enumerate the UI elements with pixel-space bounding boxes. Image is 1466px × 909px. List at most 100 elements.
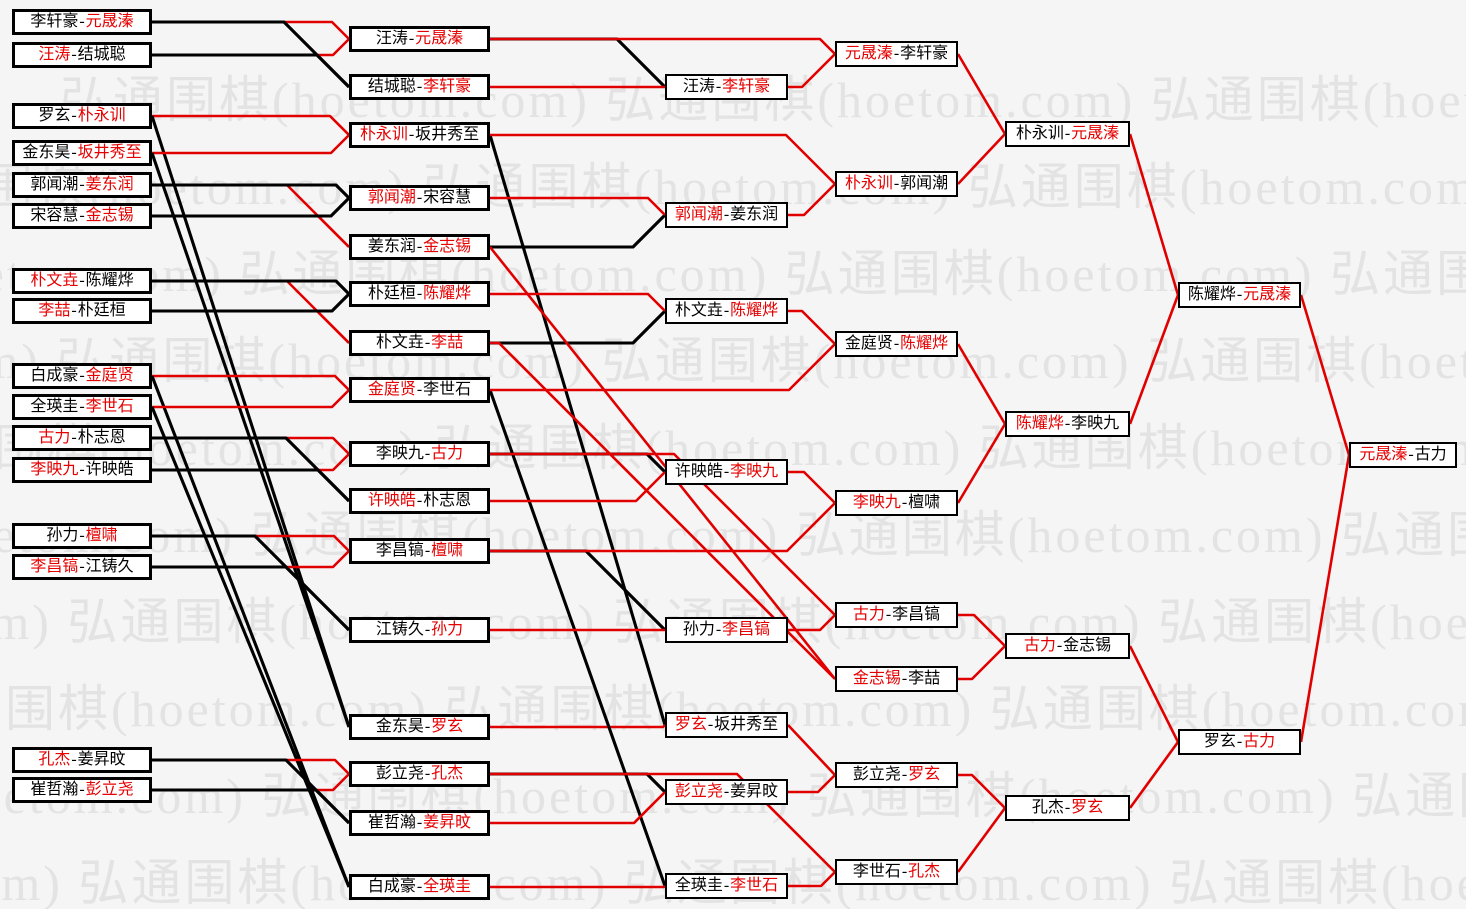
match-box-group-round-2: 金庭贤 - 李世石: [349, 377, 490, 403]
vs-dash: -: [715, 78, 722, 95]
winner-path-line: [152, 134, 350, 155]
match-box-semifinal: 罗玄 - 古力: [1178, 729, 1301, 755]
loser-path-line: [152, 534, 351, 632]
match-box-semifinal: 陈耀烨 - 元晟溱: [1178, 282, 1301, 308]
vs-dash: -: [1236, 286, 1243, 303]
vs-dash: -: [71, 429, 77, 446]
player-name-right: 檀啸: [431, 542, 464, 559]
player-name-right: 古力: [431, 445, 464, 462]
vs-dash: -: [424, 334, 431, 351]
winner-path-line: [490, 133, 836, 185]
vs-dash: -: [416, 238, 423, 255]
player-name-left: 朴文垚: [30, 272, 79, 289]
player-name-right: 金志锡: [85, 207, 134, 224]
player-name-right: 李映九: [730, 463, 779, 480]
winner-path-line: [956, 807, 1007, 873]
player-name-right: 李喆: [431, 334, 464, 351]
player-name-right: 坂井秀至: [714, 716, 779, 733]
vs-dash: -: [79, 176, 85, 193]
vs-dash: -: [416, 189, 423, 206]
player-name-left: 汪涛: [375, 30, 408, 47]
player-name-left: 朴文垚: [375, 334, 424, 351]
winner-path-line: [490, 452, 836, 616]
player-name-left: 古力: [852, 606, 885, 623]
player-name-right: 古力: [1414, 446, 1447, 463]
player-name-right: 罗玄: [908, 766, 941, 783]
vs-dash: -: [416, 878, 423, 895]
match-box-quarterfinal: 孔杰 - 罗玄: [1005, 795, 1130, 821]
player-name-left: 江铸久: [375, 621, 424, 638]
vs-dash: -: [424, 621, 431, 638]
match-box-round-of-16: 李映九 - 檀啸: [835, 490, 958, 516]
loser-path-line: [150, 152, 351, 728]
player-name-left: 许映皓: [674, 463, 723, 480]
player-name-right: 坂井秀至: [415, 126, 480, 143]
player-name-left: 罗玄: [38, 107, 71, 124]
winner-path-line: [1128, 741, 1180, 809]
match-box-group-round-2: 朴文垚 - 李喆: [349, 330, 490, 356]
vs-dash: -: [79, 781, 85, 798]
match-box-group-round-1: 郭闻潮 - 姜东润: [12, 172, 152, 198]
player-name-left: 陈耀烨: [1187, 286, 1236, 303]
player-name-left: 彭立尧: [852, 766, 901, 783]
match-box-round-of-16: 金庭贤 - 陈耀烨: [835, 331, 958, 357]
winner-path-line: [490, 471, 666, 503]
player-name-right: 朴廷桓: [77, 302, 126, 319]
match-box-round-of-16: 彭立尧 - 罗玄: [835, 762, 958, 788]
player-name-left: 朴廷桓: [367, 285, 416, 302]
player-name-left: 陈耀烨: [1015, 415, 1064, 432]
player-name-left: 孙力: [46, 527, 79, 544]
winner-path-line: [490, 791, 666, 825]
player-name-right: 金志锡: [1063, 637, 1112, 654]
winner-path-line: [490, 502, 836, 553]
player-name-left: 李世石: [852, 863, 901, 880]
match-box-group-round-2: 李映九 - 古力: [349, 441, 490, 467]
winner-path-line: [490, 772, 836, 873]
player-name-left: 金东昊: [22, 144, 71, 161]
winner-path-line: [788, 470, 836, 504]
match-box-group-qualification: 彭立尧 - 姜昇旼: [665, 779, 788, 805]
vs-dash: -: [408, 126, 415, 143]
vs-dash: -: [79, 558, 85, 575]
vs-dash: -: [71, 107, 77, 124]
winner-path-line: [152, 114, 350, 136]
match-box-group-round-1: 孔杰 - 姜昇旼: [12, 747, 152, 773]
winner-path-line: [1128, 294, 1180, 425]
winner-path-line: [1299, 454, 1351, 743]
loser-path-line: [490, 772, 667, 794]
player-name-right: 姜昇旼: [730, 783, 779, 800]
loser-path-line: [152, 292, 351, 313]
player-name-right: 姜昇旼: [423, 814, 472, 831]
match-box-group-round-1: 古力 - 朴志恩: [12, 425, 152, 451]
player-name-left: 古力: [1023, 637, 1056, 654]
match-box-group-round-1: 白成豪 - 金庭贤: [12, 363, 152, 389]
player-name-right: 元晟溱: [1243, 286, 1292, 303]
match-box-quarterfinal: 陈耀烨 - 李映九: [1005, 411, 1130, 437]
player-name-right: 元晟溱: [1071, 125, 1120, 142]
player-name-left: 结城聪: [367, 78, 416, 95]
match-box-group-round-1: 李喆 - 朴廷桓: [12, 298, 152, 324]
match-box-group-round-2: 金东昊 - 罗玄: [349, 714, 490, 740]
match-box-group-round-1: 全瑛圭 - 李世石: [12, 394, 152, 420]
winner-path-line: [956, 53, 1007, 135]
player-name-right: 金志锡: [423, 238, 472, 255]
vs-dash: -: [79, 207, 85, 224]
player-name-right: 朴永训: [77, 107, 126, 124]
player-name-right: 江铸久: [85, 558, 134, 575]
vs-dash: -: [723, 877, 730, 894]
player-name-right: 全瑛圭: [423, 878, 472, 895]
winner-path-line: [152, 309, 350, 344]
player-name-left: 孙力: [682, 621, 715, 638]
vs-dash: -: [79, 461, 85, 478]
player-name-left: 全瑛圭: [30, 398, 79, 415]
player-name-right: 姜东润: [85, 176, 134, 193]
player-name-right: 元晟溱: [415, 30, 464, 47]
match-box-group-qualification: 罗玄 - 坂井秀至: [665, 712, 788, 738]
watermark-text: 弘通围棋(hoetom.com) 弘通围棋(hoetom.com) 弘通围棋(h…: [0, 333, 1466, 389]
player-name-left: 汪涛: [38, 46, 71, 63]
player-name-left: 朴永训: [1015, 125, 1064, 142]
player-name-right: 朴志恩: [423, 492, 472, 509]
player-name-left: 朴永训: [359, 126, 408, 143]
winner-path-line: [152, 758, 350, 775]
